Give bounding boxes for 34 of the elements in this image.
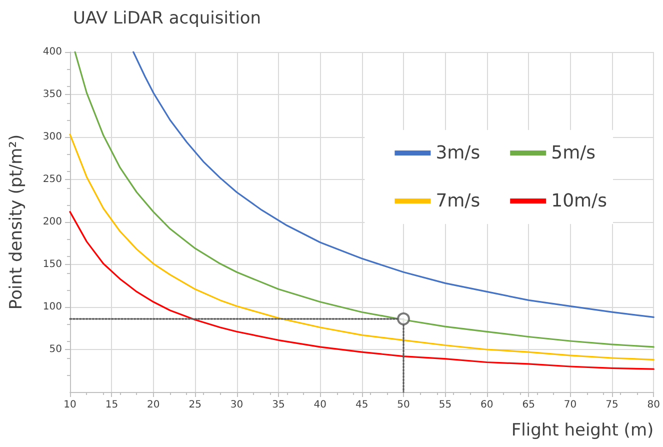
x-tick-label: 10 — [64, 400, 76, 410]
line-series — [69, 211, 654, 370]
x-tick-label: 20 — [147, 400, 160, 410]
x-tick-label: 35 — [272, 400, 285, 410]
x-tick-label: 70 — [564, 400, 577, 410]
y-tick-label: 300 — [42, 132, 62, 142]
x-tick-label: 60 — [480, 400, 494, 410]
x-tick-label: 80 — [647, 400, 660, 410]
x-tick-label: 15 — [105, 400, 118, 410]
x-tick-label: 65 — [522, 400, 535, 410]
line-series — [132, 51, 654, 318]
y-tick-label: 150 — [42, 259, 62, 270]
legend-label: 5m/s — [551, 142, 596, 164]
y-tick-label: 200 — [42, 216, 62, 228]
chart-title: UAV LiDAR acquisition — [73, 8, 262, 28]
y-tick-label: 100 — [42, 302, 62, 312]
line-series — [69, 134, 654, 360]
x-axis-title: Flight height (m) — [511, 420, 654, 440]
legend-label: 7m/s — [436, 190, 480, 212]
x-tick-label: 55 — [438, 400, 452, 410]
legend-label: 10m/s — [551, 190, 608, 212]
line-series — [74, 51, 654, 348]
y-tick-label: 400 — [42, 46, 62, 58]
x-tick-label: 45 — [355, 400, 368, 410]
x-tick-label: 30 — [230, 400, 244, 410]
x-tick-label: 25 — [188, 400, 202, 410]
y-tick-label: 250 — [42, 174, 62, 185]
x-tick-label: 50 — [397, 400, 410, 410]
x-tick-label: 40 — [314, 400, 326, 410]
y-tick-label: 350 — [42, 89, 62, 100]
y-tick-label: 50 — [49, 344, 62, 355]
legend-label: 3m/s — [436, 142, 480, 164]
y-axis-title: Point density (pt/m²) — [6, 134, 26, 310]
x-tick-label: 75 — [606, 400, 618, 410]
